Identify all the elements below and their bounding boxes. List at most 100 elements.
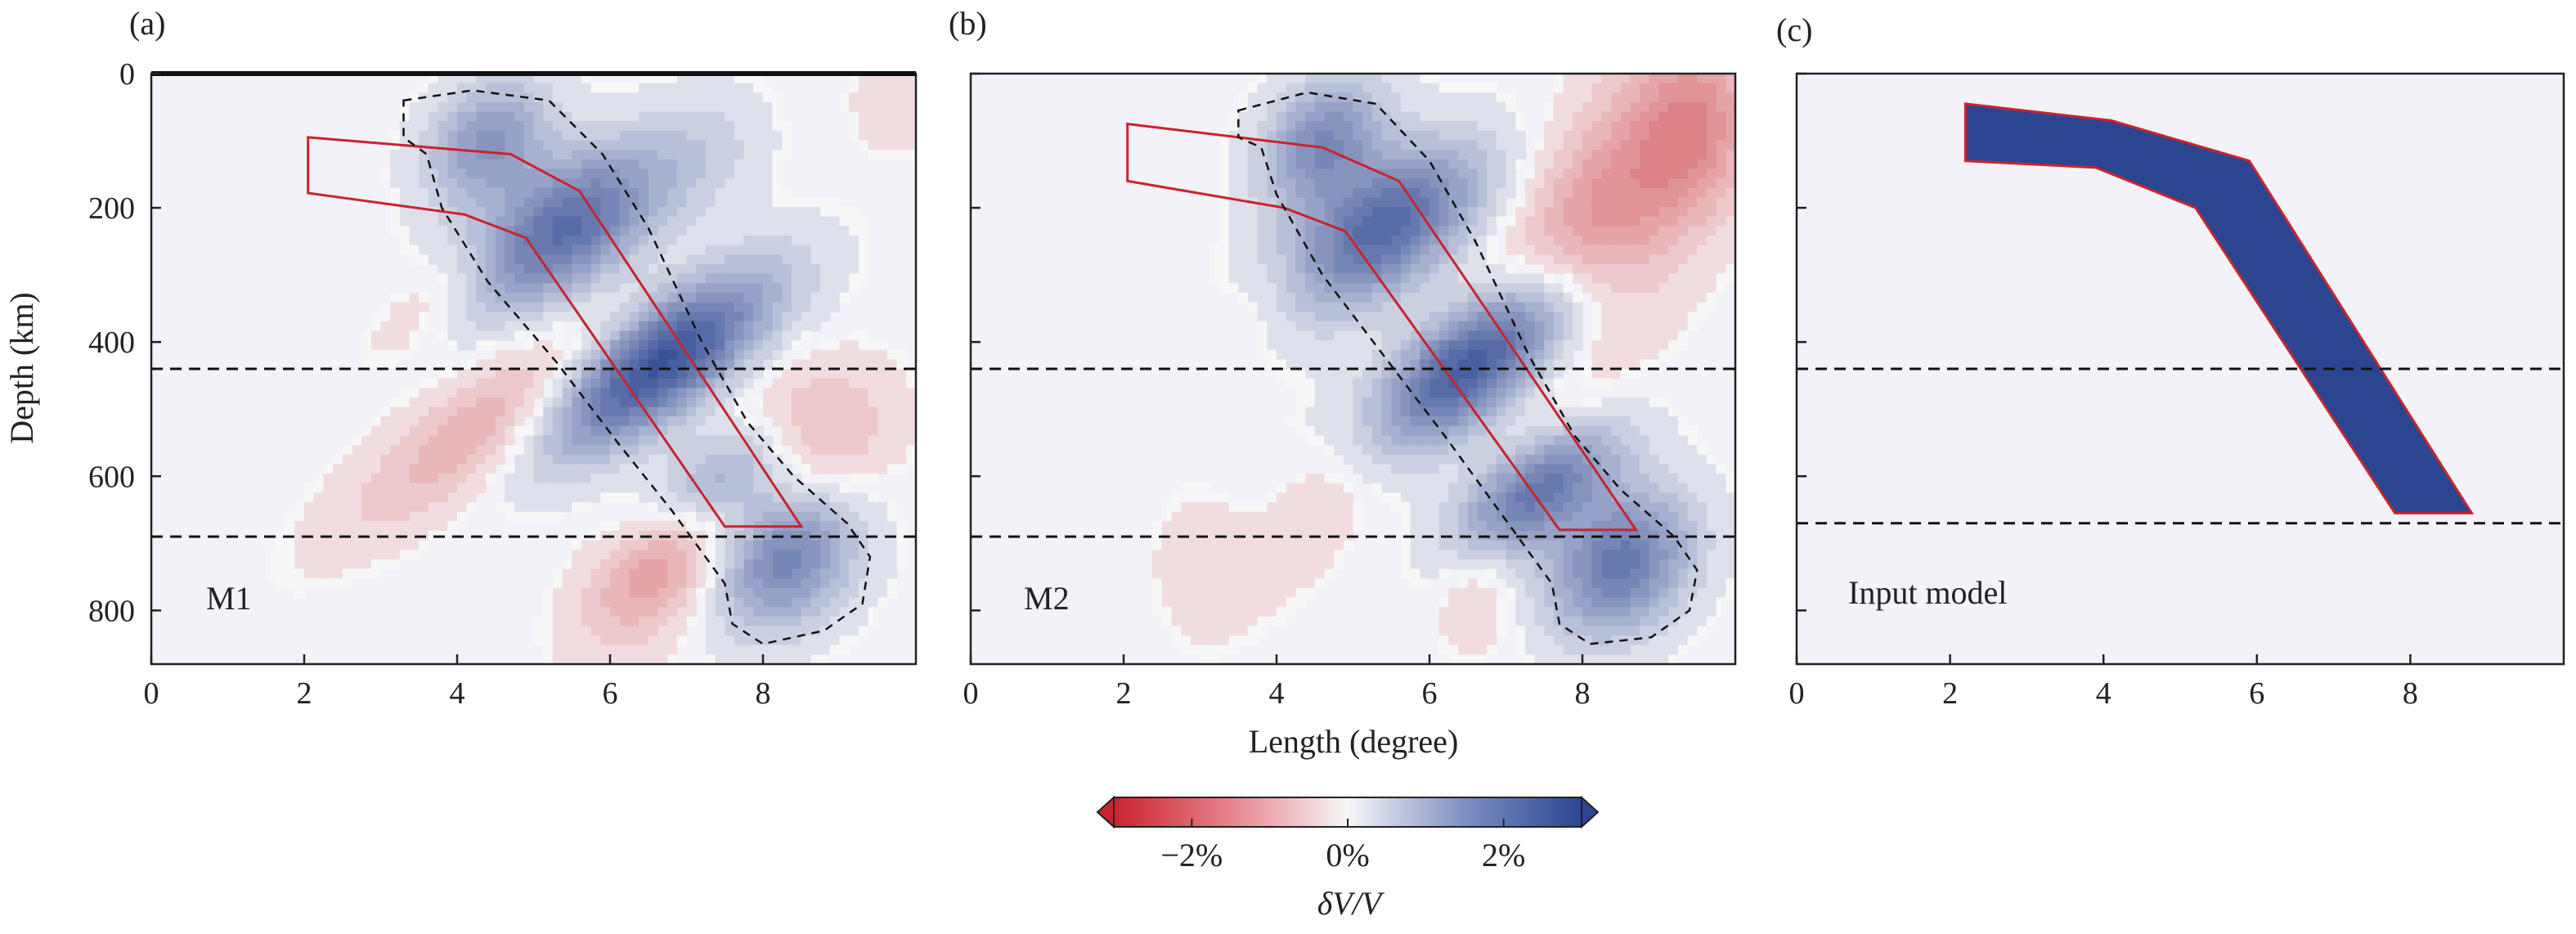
field-cell <box>1496 150 1507 160</box>
field-cell <box>676 359 688 370</box>
field-cell <box>352 511 362 523</box>
field-cell <box>696 454 707 465</box>
field-cell <box>466 121 478 132</box>
field-cell <box>476 159 487 170</box>
field-cell <box>361 359 372 370</box>
field-cell <box>676 140 688 150</box>
field-cell <box>753 197 764 208</box>
field-cell <box>399 388 411 398</box>
field-cell <box>523 83 535 93</box>
field-cell <box>849 359 859 370</box>
field-cell <box>1506 378 1516 388</box>
field-cell <box>734 626 745 636</box>
field-cell <box>896 349 908 361</box>
field-cell <box>1286 283 1297 294</box>
field-cell <box>820 369 831 379</box>
field-cell <box>657 521 668 532</box>
field-cell <box>466 168 478 179</box>
field-cell <box>1171 597 1182 608</box>
field-cell <box>1353 273 1363 284</box>
field-cell <box>1420 388 1430 398</box>
field-cell <box>743 378 755 388</box>
field-cell <box>619 587 631 599</box>
field-cell <box>1410 388 1421 398</box>
field-cell <box>466 425 478 437</box>
field-cell <box>1334 388 1344 398</box>
field-cell <box>1247 216 1259 227</box>
field-cell <box>1400 359 1411 370</box>
field-cell <box>1573 226 1583 236</box>
field-cell <box>419 236 429 246</box>
field-cell <box>533 626 544 636</box>
field-cell <box>466 74 478 84</box>
field-cell <box>581 454 592 465</box>
field-cell <box>877 587 888 599</box>
field-cell <box>868 359 879 370</box>
field-cell <box>801 292 812 303</box>
field-cell <box>1295 245 1306 255</box>
field-cell <box>1314 207 1326 218</box>
field-cell <box>868 140 879 150</box>
field-cell <box>1582 263 1593 275</box>
field-cell <box>514 302 525 312</box>
field-cell <box>600 587 611 599</box>
field-cell <box>523 502 535 513</box>
field-cell <box>1496 130 1507 141</box>
field-cell <box>772 140 783 150</box>
field-cell <box>304 511 315 523</box>
field-cell <box>801 607 812 617</box>
field-cell <box>886 464 898 474</box>
field-cell <box>419 464 429 474</box>
field-cell <box>1506 568 1516 579</box>
field-cell <box>1553 330 1564 341</box>
field-cell <box>629 216 640 227</box>
field-cell <box>619 483 631 494</box>
field-cell <box>1534 587 1546 599</box>
field-cell <box>370 416 382 427</box>
field-cell <box>419 111 429 122</box>
field-cell <box>1544 312 1555 322</box>
field-cell <box>1295 483 1306 494</box>
field-cell <box>543 492 554 503</box>
field-cell <box>734 121 745 132</box>
field-cell <box>543 178 554 189</box>
field-cell <box>772 445 783 456</box>
field-cell <box>313 559 325 570</box>
field-cell <box>1152 559 1163 570</box>
field-cell <box>1353 340 1363 351</box>
field-cell <box>390 435 401 446</box>
field-cell <box>323 483 334 494</box>
field-cell <box>648 607 659 617</box>
field-cell <box>734 559 745 570</box>
field-cell <box>428 168 439 179</box>
field-cell <box>1400 207 1411 218</box>
field-cell <box>1391 254 1402 265</box>
field-cell <box>849 425 859 437</box>
field-cell <box>667 187 678 199</box>
field-cell <box>1563 254 1574 265</box>
field-cell <box>725 369 735 379</box>
field-cell <box>1553 321 1564 332</box>
field-cell <box>1506 483 1516 494</box>
field-cell <box>361 330 372 341</box>
field-cell <box>1515 292 1526 303</box>
field-cell <box>734 502 745 513</box>
field-cell <box>1181 540 1192 550</box>
field-cell <box>514 416 525 427</box>
field-cell <box>466 474 478 484</box>
field-cell <box>466 312 478 322</box>
field-cell <box>1477 236 1488 246</box>
field-cell <box>1563 207 1574 218</box>
field-cell <box>1563 568 1574 579</box>
field-cell <box>820 568 831 579</box>
field-cell <box>648 616 659 627</box>
field-cell <box>1515 207 1526 218</box>
field-cell <box>1324 474 1335 484</box>
field-cell <box>1544 587 1555 599</box>
field-cell <box>734 607 745 617</box>
field-cell <box>1544 359 1555 370</box>
field-cell <box>399 216 411 227</box>
field-cell <box>1410 425 1421 437</box>
field-cell <box>1477 168 1488 179</box>
field-cell <box>1218 254 1230 265</box>
